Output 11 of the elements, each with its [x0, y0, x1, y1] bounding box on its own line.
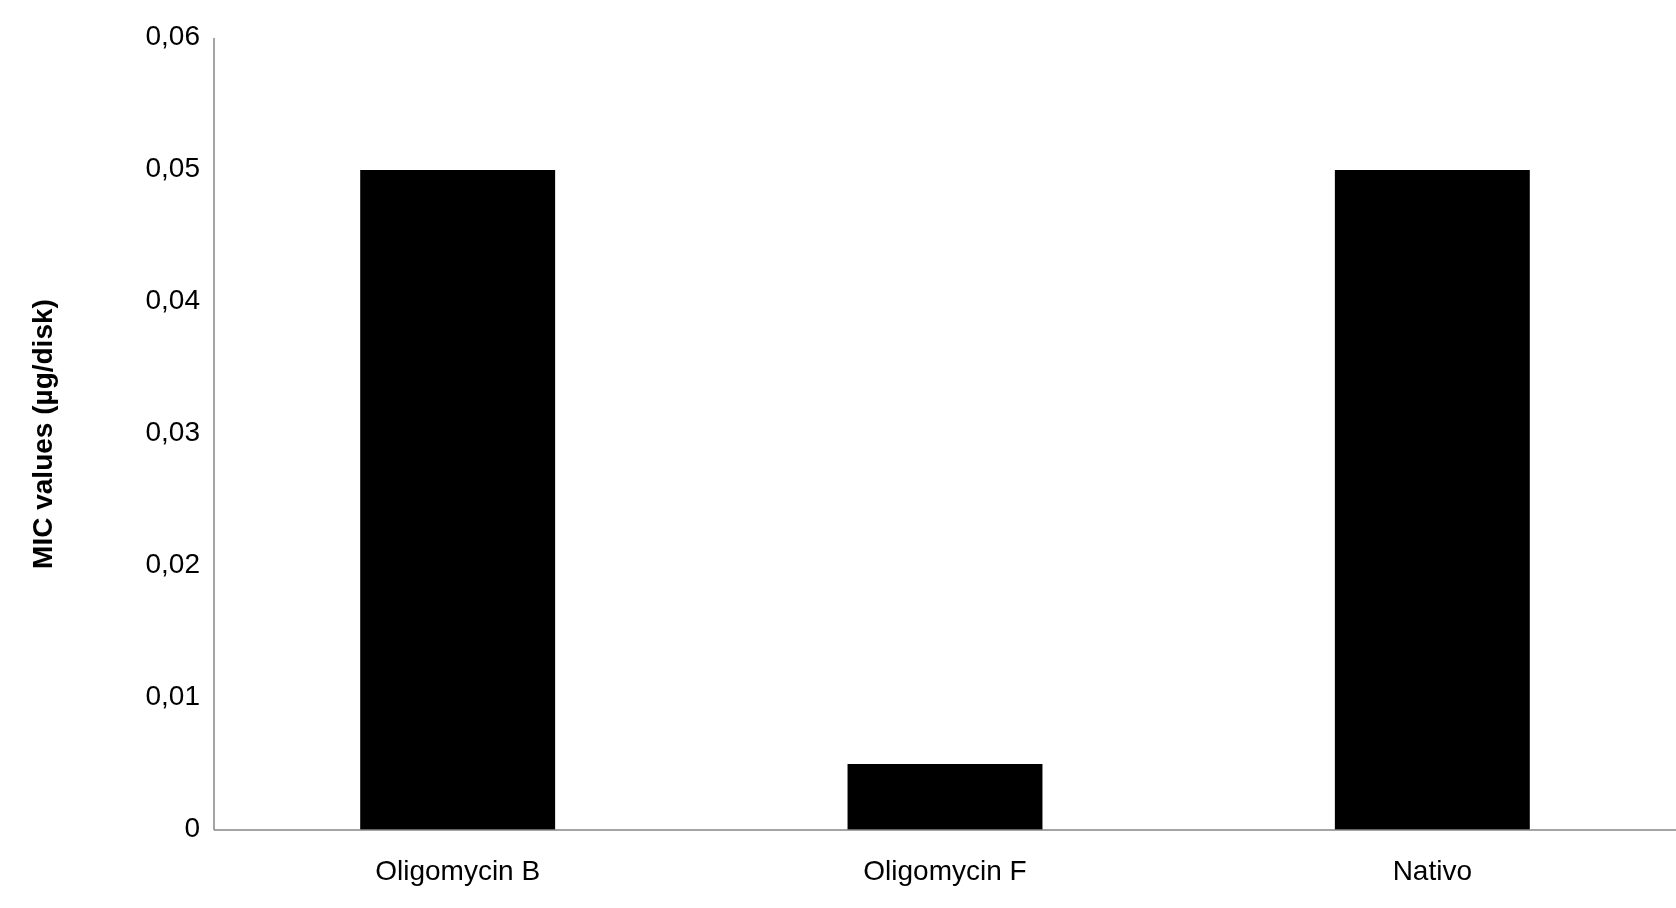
y-tick-label: 0,05: [145, 152, 200, 184]
x-tick-label: Nativo: [1392, 855, 1473, 886]
y-tick-label: 0,06: [145, 20, 200, 52]
x-tick-label: Oligomycin F: [863, 855, 1027, 886]
y-tick-label: 0,04: [145, 284, 200, 316]
x-tick-label: Oligomycin B: [375, 855, 541, 886]
y-tick-label: 0,02: [145, 548, 200, 580]
y-tick-label: 0: [184, 812, 200, 844]
y-tick-label: 0,03: [145, 416, 200, 448]
y-tick-label: 0,01: [145, 680, 200, 712]
y-axis-title: MIC values (µg/disk): [27, 299, 58, 569]
